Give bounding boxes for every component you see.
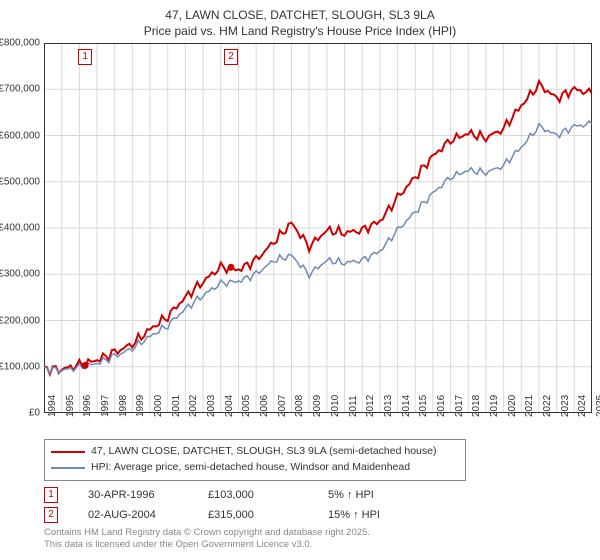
footer-line-1: Contains HM Land Registry data © Crown c… xyxy=(44,527,370,538)
transactions-table: 1 30-APR-1996 £103,000 5% ↑ HPI 2 02-AUG-2004… xyxy=(44,487,600,523)
x-axis-label: 2001 xyxy=(171,395,182,417)
x-axis-label: 2011 xyxy=(348,396,359,418)
x-axis-label: 2008 xyxy=(294,395,305,417)
transaction-pct: 5% ↑ HPI xyxy=(328,489,418,501)
x-axis-label: 1996 xyxy=(82,395,93,417)
y-axis-label: £400,000 xyxy=(0,223,40,234)
x-axis-label: 2009 xyxy=(312,395,323,417)
x-axis-label: 2019 xyxy=(489,395,500,417)
legend-label-1: 47, LAWN CLOSE, DATCHET, SLOUGH, SL3 9LA… xyxy=(91,444,436,460)
transaction-marker: 2 xyxy=(224,49,238,65)
x-axis-label: 2002 xyxy=(188,395,199,417)
x-axis-label: 2007 xyxy=(277,395,288,417)
transaction-pct: 15% ↑ HPI xyxy=(328,509,418,521)
legend-row-2: HPI: Average price, semi-detached house,… xyxy=(51,460,459,476)
x-axis-label: 2005 xyxy=(241,395,252,417)
legend-label-2: HPI: Average price, semi-detached house,… xyxy=(91,460,410,476)
x-axis-label: 2012 xyxy=(365,395,376,417)
x-axis-label: 2024 xyxy=(577,395,588,417)
x-axis-label: 1997 xyxy=(100,395,111,417)
transaction-marker: 1 xyxy=(78,49,92,65)
chart-title: 47, LAWN CLOSE, DATCHET, SLOUGH, SL3 9LA… xyxy=(0,0,600,43)
transaction-marker-cell: 2 xyxy=(44,507,58,523)
legend-row-1: 47, LAWN CLOSE, DATCHET, SLOUGH, SL3 9LA… xyxy=(51,444,459,460)
x-axis-label: 2018 xyxy=(471,395,482,417)
transaction-row: 2 02-AUG-2004 £315,000 15% ↑ HPI xyxy=(44,507,600,523)
transaction-date: 02-AUG-2004 xyxy=(88,509,178,521)
x-axis-label: 2010 xyxy=(330,395,341,417)
legend: 47, LAWN CLOSE, DATCHET, SLOUGH, SL3 9LA… xyxy=(44,439,466,481)
transaction-price: £103,000 xyxy=(208,489,298,501)
x-axis-label: 2013 xyxy=(383,395,394,417)
x-axis-label: 2015 xyxy=(418,395,429,417)
x-axis-label: 1998 xyxy=(118,395,129,417)
x-axis-label: 2022 xyxy=(542,395,553,417)
line-chart xyxy=(44,43,592,413)
x-axis-label: 2014 xyxy=(401,395,412,417)
x-axis-label: 1999 xyxy=(135,395,146,417)
transaction-date: 30-APR-1996 xyxy=(88,489,178,501)
x-axis-label: 2017 xyxy=(454,395,465,417)
x-axis-label: 2023 xyxy=(560,395,571,417)
y-axis-label: £800,000 xyxy=(0,38,40,49)
x-axis-label: 2025 xyxy=(595,395,600,417)
y-axis-label: £200,000 xyxy=(0,315,40,326)
y-axis-label: £100,000 xyxy=(0,361,40,372)
x-axis-label: 2004 xyxy=(224,395,235,417)
y-axis-label: £700,000 xyxy=(0,84,40,95)
x-axis-label: 1995 xyxy=(65,395,76,417)
x-axis-label: 2003 xyxy=(206,395,217,417)
transaction-price: £315,000 xyxy=(208,509,298,521)
y-axis-label: £0 xyxy=(29,408,40,419)
legend-swatch-1 xyxy=(51,451,85,453)
legend-swatch-2 xyxy=(51,467,85,469)
x-axis-label: 2020 xyxy=(507,395,518,417)
chart-container: 47, LAWN CLOSE, DATCHET, SLOUGH, SL3 9LA… xyxy=(0,0,600,560)
y-axis-label: £600,000 xyxy=(0,130,40,141)
y-axis-label: £500,000 xyxy=(0,176,40,187)
transaction-marker-cell: 1 xyxy=(44,487,58,503)
y-axis-label: £300,000 xyxy=(0,269,40,280)
x-axis-label: 2021 xyxy=(524,395,535,417)
chart-area: £0£100,000£200,000£300,000£400,000£500,0… xyxy=(44,43,592,435)
footer-attribution: Contains HM Land Registry data © Crown c… xyxy=(44,527,600,552)
x-axis-label: 2016 xyxy=(436,395,447,417)
title-line-2: Price paid vs. HM Land Registry's House … xyxy=(144,24,456,38)
footer-line-2: This data is licensed under the Open Gov… xyxy=(44,539,312,550)
x-axis-label: 2000 xyxy=(153,395,164,417)
x-axis-label: 2006 xyxy=(259,395,270,417)
x-axis-label: 1994 xyxy=(47,395,58,417)
transaction-row: 1 30-APR-1996 £103,000 5% ↑ HPI xyxy=(44,487,600,503)
title-line-1: 47, LAWN CLOSE, DATCHET, SLOUGH, SL3 9LA xyxy=(165,8,434,22)
